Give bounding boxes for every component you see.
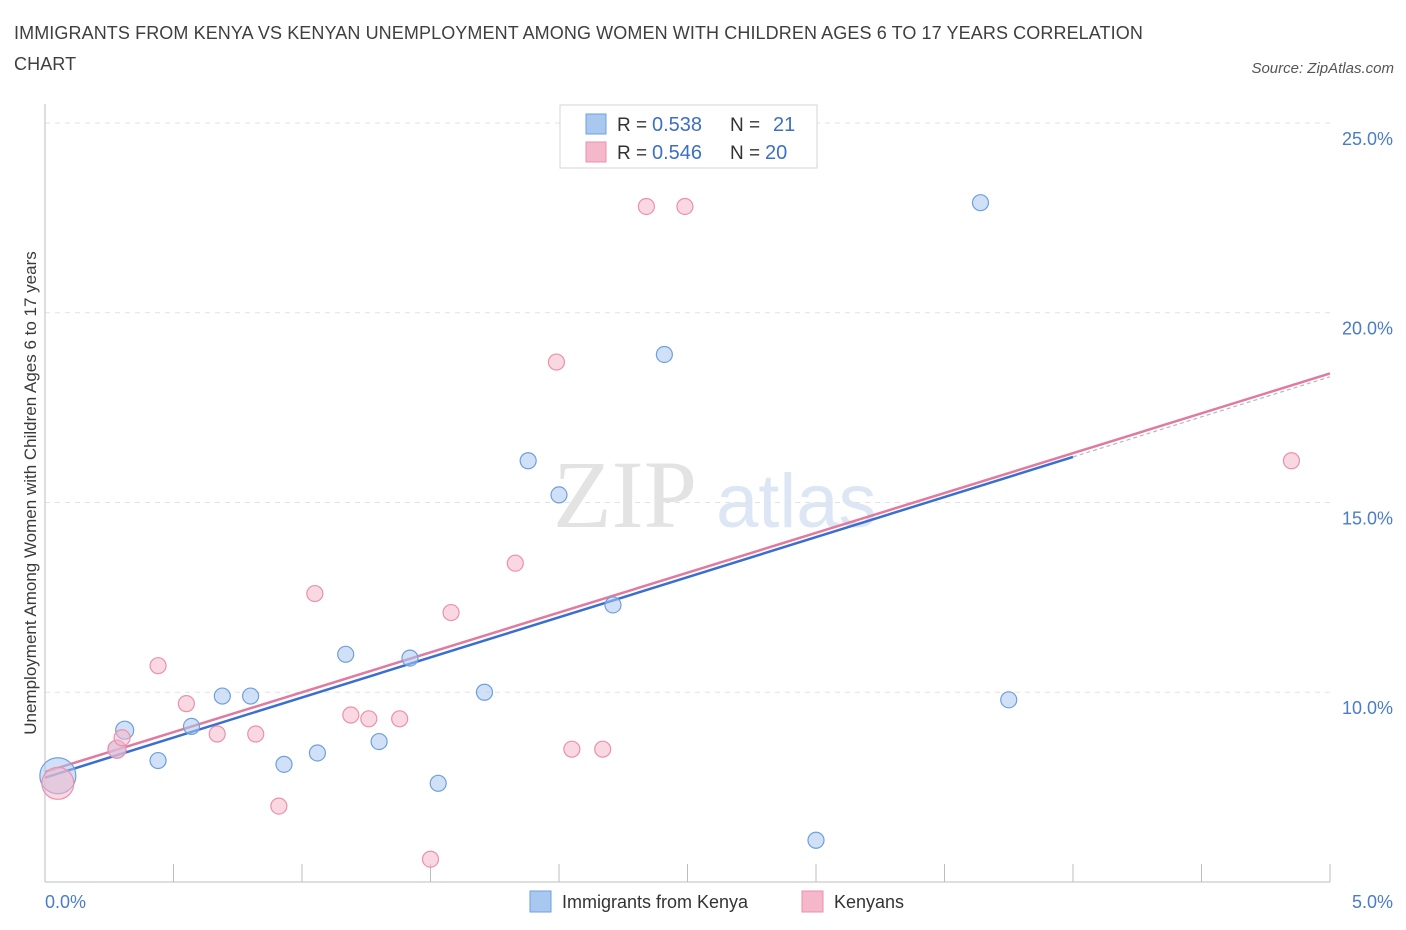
point-kenya-immigrants <box>242 687 260 705</box>
y-tick-label: 10.0% <box>1342 698 1393 718</box>
legend-swatch-kenya-immigrants <box>585 113 607 135</box>
correlation-legend: R = 0.538 N = 21 R = 0.546 N = 20 <box>559 104 818 169</box>
point-kenyans <box>177 695 195 713</box>
series-legend: Immigrants from Kenya Kenyans <box>529 890 904 913</box>
trend-extension <box>1072 376 1331 458</box>
legend-r-value-1: 0.538 <box>652 114 702 136</box>
point-kenyans <box>442 603 460 622</box>
legend-r-label-1: R = <box>617 115 647 136</box>
trend-layer <box>44 372 1331 779</box>
bottom-legend-swatch-kenyans <box>801 890 824 913</box>
point-kenyans <box>306 584 324 603</box>
point-kenyans <box>113 729 131 747</box>
point-kenyans <box>149 657 167 675</box>
axis-layer: 10.0% 15.0% 20.0% 25.0% <box>44 104 1393 883</box>
point-kenya-immigrants <box>429 774 447 792</box>
point-kenyans <box>270 797 288 815</box>
point-kenya-immigrants <box>519 452 537 470</box>
point-kenya-immigrants <box>337 645 355 663</box>
y-tick-label: 15.0% <box>1342 508 1393 528</box>
y-tick-label: 25.0% <box>1342 129 1393 149</box>
point-kenya-immigrants <box>370 732 388 751</box>
point-kenya-immigrants <box>308 744 327 762</box>
point-kenyans <box>594 740 612 758</box>
point-kenyans <box>1282 452 1301 470</box>
point-kenyans <box>506 554 524 572</box>
chart-title: IMMIGRANTS FROM KENYA VS KENYAN UNEMPLOY… <box>14 23 1143 74</box>
point-kenyans <box>41 766 75 800</box>
point-kenya-immigrants <box>655 345 673 364</box>
point-kenyans <box>563 740 581 758</box>
trend-line-kenyans <box>44 372 1331 774</box>
point-kenya-immigrants <box>475 683 494 701</box>
watermark-atlas: atlas <box>716 459 877 544</box>
watermark-zip: ZIP <box>553 441 697 548</box>
point-layer <box>39 194 1301 868</box>
x-tick-label-min: 0.0% <box>45 892 86 912</box>
point-kenya-immigrants <box>971 194 990 212</box>
point-kenya-immigrants <box>550 486 568 504</box>
legend-r-value-2: 0.546 <box>652 142 702 164</box>
point-kenyans <box>360 710 378 728</box>
legend-n-value-2: 20 <box>765 142 787 164</box>
point-kenyans <box>391 710 409 728</box>
point-kenyans <box>342 706 360 724</box>
legend-n-label-1: N = <box>730 115 760 136</box>
point-kenyans <box>247 725 265 743</box>
point-kenyans <box>208 725 226 743</box>
legend-swatch-kenyans <box>585 141 607 163</box>
point-kenya-immigrants <box>1000 691 1018 709</box>
legend-n-value-1: 21 <box>773 114 795 136</box>
point-kenyans <box>637 197 655 216</box>
point-kenya-immigrants <box>213 687 231 705</box>
point-kenyans <box>547 353 566 371</box>
point-kenya-immigrants <box>401 649 419 667</box>
point-kenya-immigrants <box>604 596 622 614</box>
y-tick-label: 20.0% <box>1342 319 1393 339</box>
trend-line-kenya-immigrants <box>44 455 1074 779</box>
point-kenyans <box>676 197 694 216</box>
point-kenyans <box>421 850 440 868</box>
y-axis-title: Unemployment Among Women with Children A… <box>21 251 40 735</box>
point-kenya-immigrants <box>149 751 167 770</box>
legend-r-label-2: R = <box>617 143 647 164</box>
point-kenya-immigrants <box>182 717 201 736</box>
x-tick-label-max: 5.0% <box>1352 892 1393 912</box>
source-credit: Source: ZipAtlas.com <box>1251 60 1394 77</box>
bottom-legend-label-kenya-immigrants: Immigrants from Kenya <box>562 892 749 912</box>
bottom-legend-label-kenyans: Kenyans <box>834 892 904 912</box>
point-kenya-immigrants <box>275 755 293 773</box>
bottom-legend-swatch-kenya-immigrants <box>529 890 552 913</box>
point-kenya-immigrants <box>807 831 825 849</box>
legend-n-label-2: N = <box>730 143 760 164</box>
